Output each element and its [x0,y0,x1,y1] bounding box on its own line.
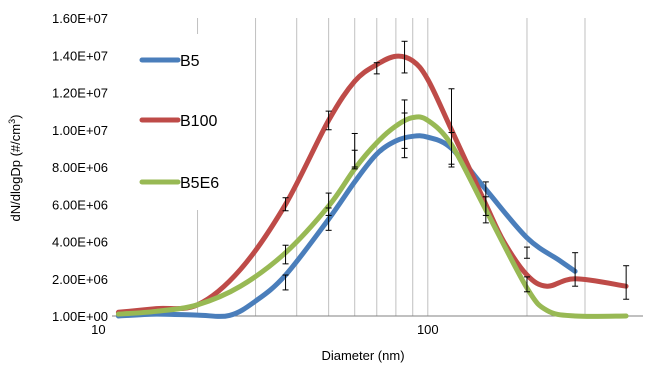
x-axis-title: Diameter (nm) [321,348,404,363]
error-bar [523,246,530,259]
error-bar [523,276,530,293]
error-bar [351,132,358,168]
error-bar [325,192,332,216]
error-bar [482,196,489,224]
y-tick-label: 6.00E+06 [52,197,108,212]
y-tick-label: 1.00E+00 [52,309,108,324]
y-tick-label: 1.20E+07 [52,86,108,101]
y-tick-label: 1.40E+07 [52,48,108,63]
error-bar [282,197,289,212]
error-bars [282,40,630,300]
error-bar [623,265,630,300]
x-tick-label: 10 [91,322,105,337]
error-bar [401,112,408,159]
error-bar [373,62,380,75]
error-bar [325,110,332,131]
error-bar [401,40,408,74]
x-tick-labels: 10 100 [91,322,439,337]
series-line-b5e6 [115,114,629,319]
y-tick-label: 8.00E+06 [52,160,108,175]
error-bar [282,274,289,291]
y-axis-title-sup: 3 [7,119,17,124]
error-bar [448,132,455,165]
error-bar [282,244,289,265]
y-tick-labels: 1.00E+00 2.00E+06 4.00E+06 6.00E+06 8.00E+06… [52,11,108,324]
legend-item-b100: B100 [139,113,217,130]
legend-label: B5E6 [180,175,219,192]
legend: B5 B100 B5E6 [139,53,219,192]
y-axis-title: dN/dlogDp (#/cm3) [7,115,23,222]
x-tick-label: 100 [417,322,439,337]
y-tick-label: 4.00E+06 [52,235,108,250]
error-bar [572,252,579,287]
y-tick-label: 1.00E+07 [52,123,108,138]
legend-label: B100 [180,113,217,130]
y-tick-label: 2.00E+06 [52,272,108,287]
legend-item-b5: B5 [139,53,200,70]
legend-label: B5 [180,53,200,70]
y-axis-title-main: dN/dlogDp (#/cm [8,124,23,222]
legend-item-b5e6: B5E6 [139,175,219,192]
y-tick-label: 1.60E+07 [52,11,108,26]
series-line-b5 [115,133,578,319]
series-line-b100 [115,53,629,315]
y-axis-title-close: ) [8,115,23,119]
series-lines [115,53,629,319]
